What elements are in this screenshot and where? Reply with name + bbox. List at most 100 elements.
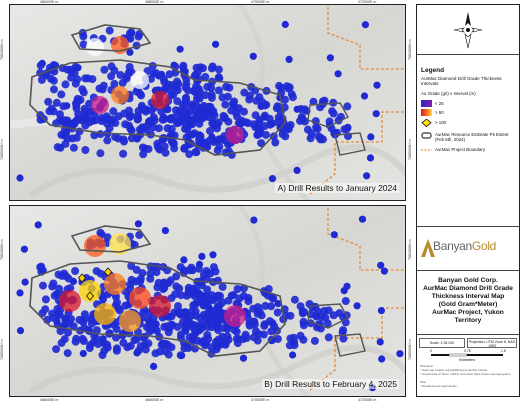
map-panel-february-2025[interactable]: B) Drill Results to February 4, 2025	[9, 205, 406, 397]
grade-heat-spot	[104, 273, 126, 295]
drill-hole-marker	[167, 320, 176, 329]
drill-hole-marker	[98, 351, 107, 360]
scale-label: 0	[430, 349, 432, 353]
northing-label: 7080000N m	[408, 139, 412, 160]
drill-hole-marker	[180, 144, 189, 153]
easting-label: 466000E m	[40, 0, 59, 4]
grade-heat-spot	[94, 303, 116, 325]
easting-label: 468000E m	[145, 0, 164, 4]
drill-hole-marker	[293, 166, 301, 174]
drill-hole-marker	[34, 221, 42, 229]
pit-extent-outline	[307, 303, 349, 329]
drill-hole-marker	[286, 311, 295, 320]
drill-hole-marker	[100, 65, 109, 74]
drill-hole-marker	[191, 284, 200, 293]
drill-hole-marker	[148, 325, 156, 334]
drill-hole-marker	[188, 266, 197, 275]
drill-hole-marker	[80, 310, 89, 319]
drill-hole-marker	[183, 315, 192, 324]
drill-hole-marker	[44, 97, 53, 106]
drill-hole-marker	[158, 115, 167, 124]
drill-hole-marker	[16, 289, 24, 297]
drill-hole-marker	[267, 302, 276, 311]
drill-hole-marker	[145, 117, 154, 125]
map-panel-january-2024[interactable]: A) Drill Results to January 2024	[9, 4, 406, 201]
drill-hole-marker	[201, 139, 210, 148]
drill-hole-marker	[396, 350, 404, 358]
drill-hole-marker	[281, 132, 290, 141]
project-boundary-line	[327, 208, 405, 271]
drill-hole-marker	[274, 300, 282, 308]
legend-item-label: > 50	[435, 110, 444, 115]
drill-hole-marker	[181, 308, 189, 317]
title-line: AurMac Project, Yukon	[432, 309, 504, 316]
drill-hole-marker	[81, 146, 90, 154]
drill-hole-marker	[312, 123, 321, 132]
dashed-boundary-swatch-icon	[421, 149, 432, 151]
drill-hole-marker	[66, 119, 75, 128]
drill-hole-marker	[160, 322, 169, 331]
drill-hole-marker	[324, 333, 333, 342]
drill-hole-marker	[220, 136, 229, 145]
drill-hole-marker	[61, 320, 70, 329]
heat-high-swatch-icon	[421, 109, 432, 116]
drill-hole-marker	[296, 302, 305, 311]
drill-hole-marker	[176, 351, 185, 360]
drill-hole-marker	[67, 73, 76, 82]
grade-heat-spot	[129, 287, 151, 309]
drill-hole-marker	[329, 109, 338, 118]
drill-hole-marker	[289, 351, 297, 359]
drill-hole-marker	[161, 339, 170, 348]
pit-extent-outline	[29, 59, 286, 156]
legend-item-label: < 25	[435, 101, 444, 106]
drill-hole-marker	[217, 308, 226, 317]
easting-label: 470000E m	[251, 0, 270, 4]
grade-heat-spot	[151, 91, 169, 109]
drill-hole-marker	[71, 267, 80, 275]
drill-hole-marker	[119, 149, 128, 158]
drill-hole-marker	[261, 301, 270, 310]
drill-hole-marker	[120, 137, 128, 146]
drill-hole-marker	[141, 345, 150, 354]
drill-hole-marker	[127, 275, 136, 284]
northing-label: 7082000N m	[408, 239, 412, 260]
drill-hole-marker	[214, 317, 223, 325]
drill-hole-marker	[329, 98, 338, 107]
drill-hole-marker	[198, 252, 206, 260]
drill-hole-marker	[112, 325, 121, 333]
pit-extent-outline	[29, 260, 286, 357]
drill-hole-marker	[204, 102, 213, 111]
legend-item-mid: > 50	[421, 109, 517, 117]
drill-hole-marker	[79, 32, 88, 41]
drill-hole-marker	[72, 133, 81, 142]
easting-label: 466000E m	[40, 398, 59, 402]
map-sidebar: Legend AurMac Diamond Drill Grade Thickn…	[416, 4, 520, 397]
drill-hole-marker	[204, 335, 213, 343]
drill-hole-marker	[207, 84, 216, 92]
drill-hole-marker	[339, 334, 348, 343]
drill-hole-marker	[187, 322, 196, 331]
drill-hole-marker	[343, 102, 352, 111]
drill-hole-marker	[50, 291, 59, 300]
drill-hole-marker	[161, 347, 170, 356]
drill-hole-marker	[103, 136, 112, 145]
drill-hole-marker	[329, 311, 338, 320]
drill-hole-marker	[167, 294, 176, 303]
grade-heat-spot	[226, 126, 244, 144]
drill-hole-marker	[168, 138, 177, 147]
drill-hole-marker	[172, 272, 181, 281]
drill-hole-marker	[177, 330, 185, 339]
drill-hole-marker	[201, 73, 210, 81]
drill-hole-marker	[53, 143, 62, 152]
scale-units: Kilometers	[459, 358, 476, 362]
drill-hole-marker	[57, 90, 66, 99]
drill-hole-marker	[180, 256, 188, 264]
drill-hole-marker	[182, 93, 190, 102]
drill-hole-marker	[107, 72, 116, 81]
drill-hole-marker	[16, 327, 25, 335]
drill-hole-marker	[150, 362, 158, 370]
north-arrow-box	[417, 5, 519, 55]
drill-hole-marker	[361, 21, 369, 29]
drill-hole-marker	[195, 119, 204, 128]
